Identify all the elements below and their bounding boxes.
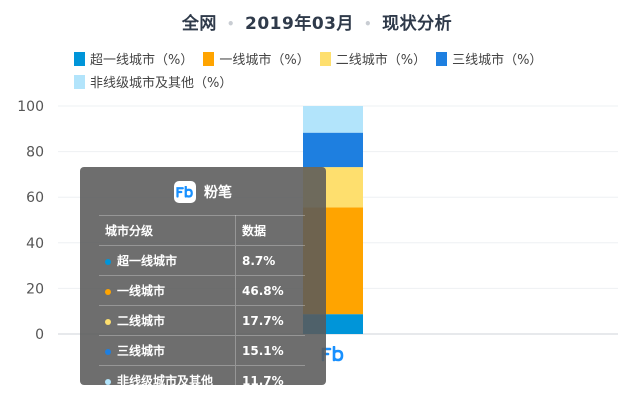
legend-swatch-tier-3 <box>436 51 448 66</box>
tooltip-row-label-cell: 超一线城市 <box>99 245 236 276</box>
y-tick-label: 80 <box>26 145 44 161</box>
table-row: 非线级城市及其他 11.7% <box>99 365 305 396</box>
tooltip-table: 城市分级 数据 超一线城市 8.7% 一线城市 46.8% 二线城市 17.7%… <box>99 215 305 396</box>
tooltip-table-header: 城市分级 数据 <box>99 215 305 246</box>
tooltip-row-value: 11.7% <box>235 365 305 396</box>
legend-item-tier-3[interactable]: 三线城市（%） <box>436 49 542 68</box>
legend-swatch-tier-2 <box>319 51 331 66</box>
tooltip-row-value: 46.8% <box>235 275 305 306</box>
tooltip-header-category: 城市分级 <box>99 215 236 246</box>
legend-label-tier-2: 二线城市（%） <box>335 53 427 68</box>
tooltip-row-label: 二线城市 <box>117 314 166 328</box>
tooltip-row-dot <box>105 348 111 355</box>
legend-item-tier-super1[interactable]: 超一线城市（%） <box>74 49 193 68</box>
table-row: 二线城市 17.7% <box>99 305 305 336</box>
legend-row-2: 非线级城市及其他（%） <box>74 72 242 91</box>
tooltip-row-dot <box>105 378 111 385</box>
tooltip-header: 粉笔 <box>80 179 326 205</box>
tooltip-row-dot <box>105 318 111 325</box>
tooltip-row-label: 一线城市 <box>117 284 166 298</box>
title-name: 现状分析 <box>382 14 453 34</box>
tooltip-row-label-cell: 非线级城市及其他 <box>99 365 236 396</box>
table-row: 三线城市 15.1% <box>99 335 305 366</box>
tooltip-row-value: 15.1% <box>235 335 305 366</box>
tooltip-row-label: 超一线城市 <box>117 254 178 268</box>
table-row: 一线城市 46.8% <box>99 275 305 306</box>
bar-segment-4[interactable] <box>303 106 363 133</box>
legend-swatch-tier-1 <box>203 51 215 66</box>
legend-item-tier-2[interactable]: 二线城市（%） <box>319 49 427 68</box>
legend-swatch-tier-other <box>74 74 85 89</box>
legend-item-tier-other[interactable]: 非线级城市及其他（%） <box>74 72 232 91</box>
y-tick-label: 100 <box>17 99 44 115</box>
legend-label-tier-other: 非线级城市及其他（%） <box>90 76 233 91</box>
legend-item-tier-1[interactable]: 一线城市（%） <box>203 49 310 68</box>
tooltip-row-label-cell: 一线城市 <box>99 275 236 306</box>
tooltip-row-value: 17.7% <box>235 305 305 336</box>
tooltip-row-value: 8.7% <box>235 245 305 276</box>
tooltip-row-label: 三线城市 <box>117 344 166 358</box>
y-tick-label: 20 <box>26 281 44 297</box>
tooltip-header-value: 数据 <box>235 215 305 246</box>
y-tick-label: 60 <box>26 190 44 206</box>
tooltip-row-dot <box>105 258 111 265</box>
bar-segment-3[interactable] <box>303 132 363 168</box>
legend-row-1: 超一线城市（%） 一线城市（%） 二线城市（%） 三线城市（%） <box>74 49 552 68</box>
tooltip-brand-name: 粉笔 <box>204 185 232 201</box>
legend-label-tier-super1: 超一线城市（%） <box>90 53 194 68</box>
title-date: 2019年03月 <box>245 14 354 34</box>
y-axis: 0 20 40 60 80 100 <box>17 99 44 343</box>
title-separator-2: • <box>363 17 373 31</box>
legend-swatch-tier-super1 <box>74 51 85 66</box>
tooltip: 粉笔 城市分级 数据 超一线城市 8.7% 一线城市 46.8% 二线城市 17… <box>80 167 326 396</box>
chart-title: 全网 • 2019年03月 • 现状分析 <box>0 9 634 34</box>
tooltip-row-dot <box>105 288 111 295</box>
legend-label-tier-1: 一线城市（%） <box>219 53 310 68</box>
tooltip-row-label-cell: 三线城市 <box>99 335 236 366</box>
table-row: 超一线城市 8.7% <box>99 245 305 276</box>
tooltip-row-label-cell: 二线城市 <box>99 305 236 336</box>
tooltip-fenbi-logo-icon <box>174 181 196 203</box>
title-separator-1: • <box>226 17 235 31</box>
y-tick-label: 40 <box>26 236 44 252</box>
tooltip-row-label: 非线级城市及其他 <box>117 374 214 388</box>
title-region: 全网 <box>181 14 217 34</box>
y-tick-label: 0 <box>35 327 44 343</box>
legend-label-tier-3: 三线城市（%） <box>452 53 543 68</box>
